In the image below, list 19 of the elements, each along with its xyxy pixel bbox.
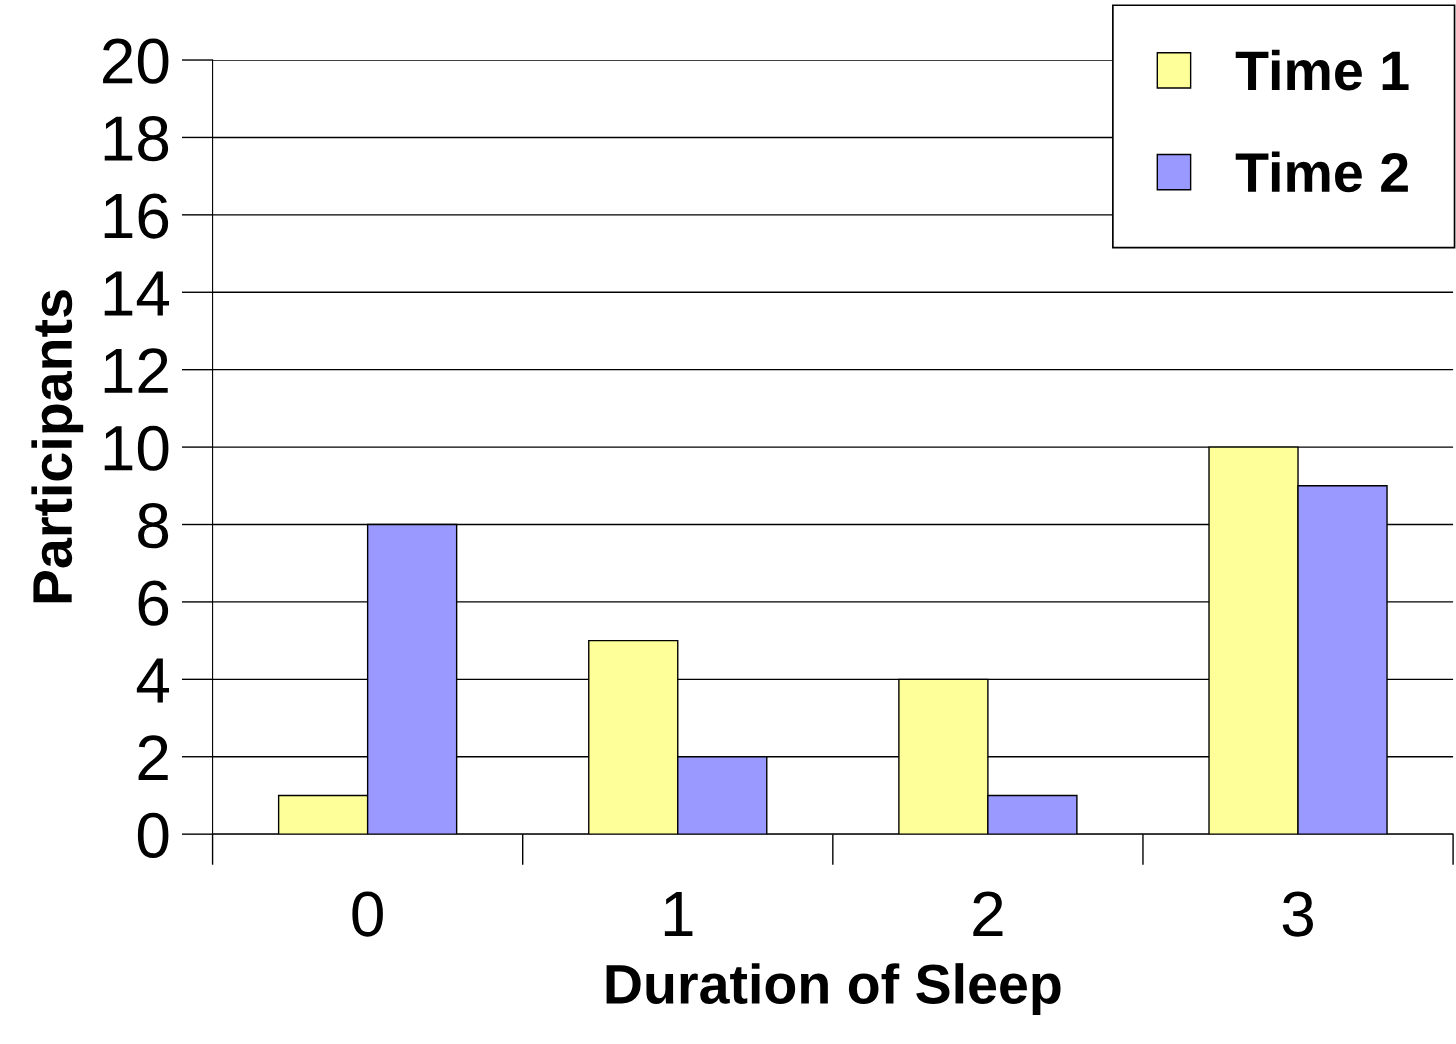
y-tick-label: 10 [104, 425, 169, 471]
y-tick-label: 2 [138, 735, 168, 780]
y-tick-label: 20 [103, 38, 169, 84]
y-tick-label: 8 [138, 503, 169, 549]
y-axis-title: Participants [31, 290, 84, 603]
y-tick-label: 6 [138, 580, 169, 626]
y-tick-label: 14 [104, 271, 170, 316]
y-tick-label: 4 [136, 658, 170, 703]
x-tick-label: 3 [1282, 891, 1313, 937]
x-tick-label: 0 [352, 891, 383, 937]
y-tick-label: 16 [104, 193, 169, 239]
legend-label: Time 2 [1235, 151, 1408, 193]
legend-label: Time 1 [1235, 49, 1409, 91]
x-tick-label: 2 [973, 891, 1003, 937]
x-axis-title: Duration of Sleep [606, 963, 1061, 1015]
y-tick-label: 12 [104, 348, 168, 393]
y-tick-label: 0 [137, 812, 169, 858]
y-tick-label: 18 [104, 115, 169, 162]
x-tick-label: 1 [664, 892, 693, 937]
